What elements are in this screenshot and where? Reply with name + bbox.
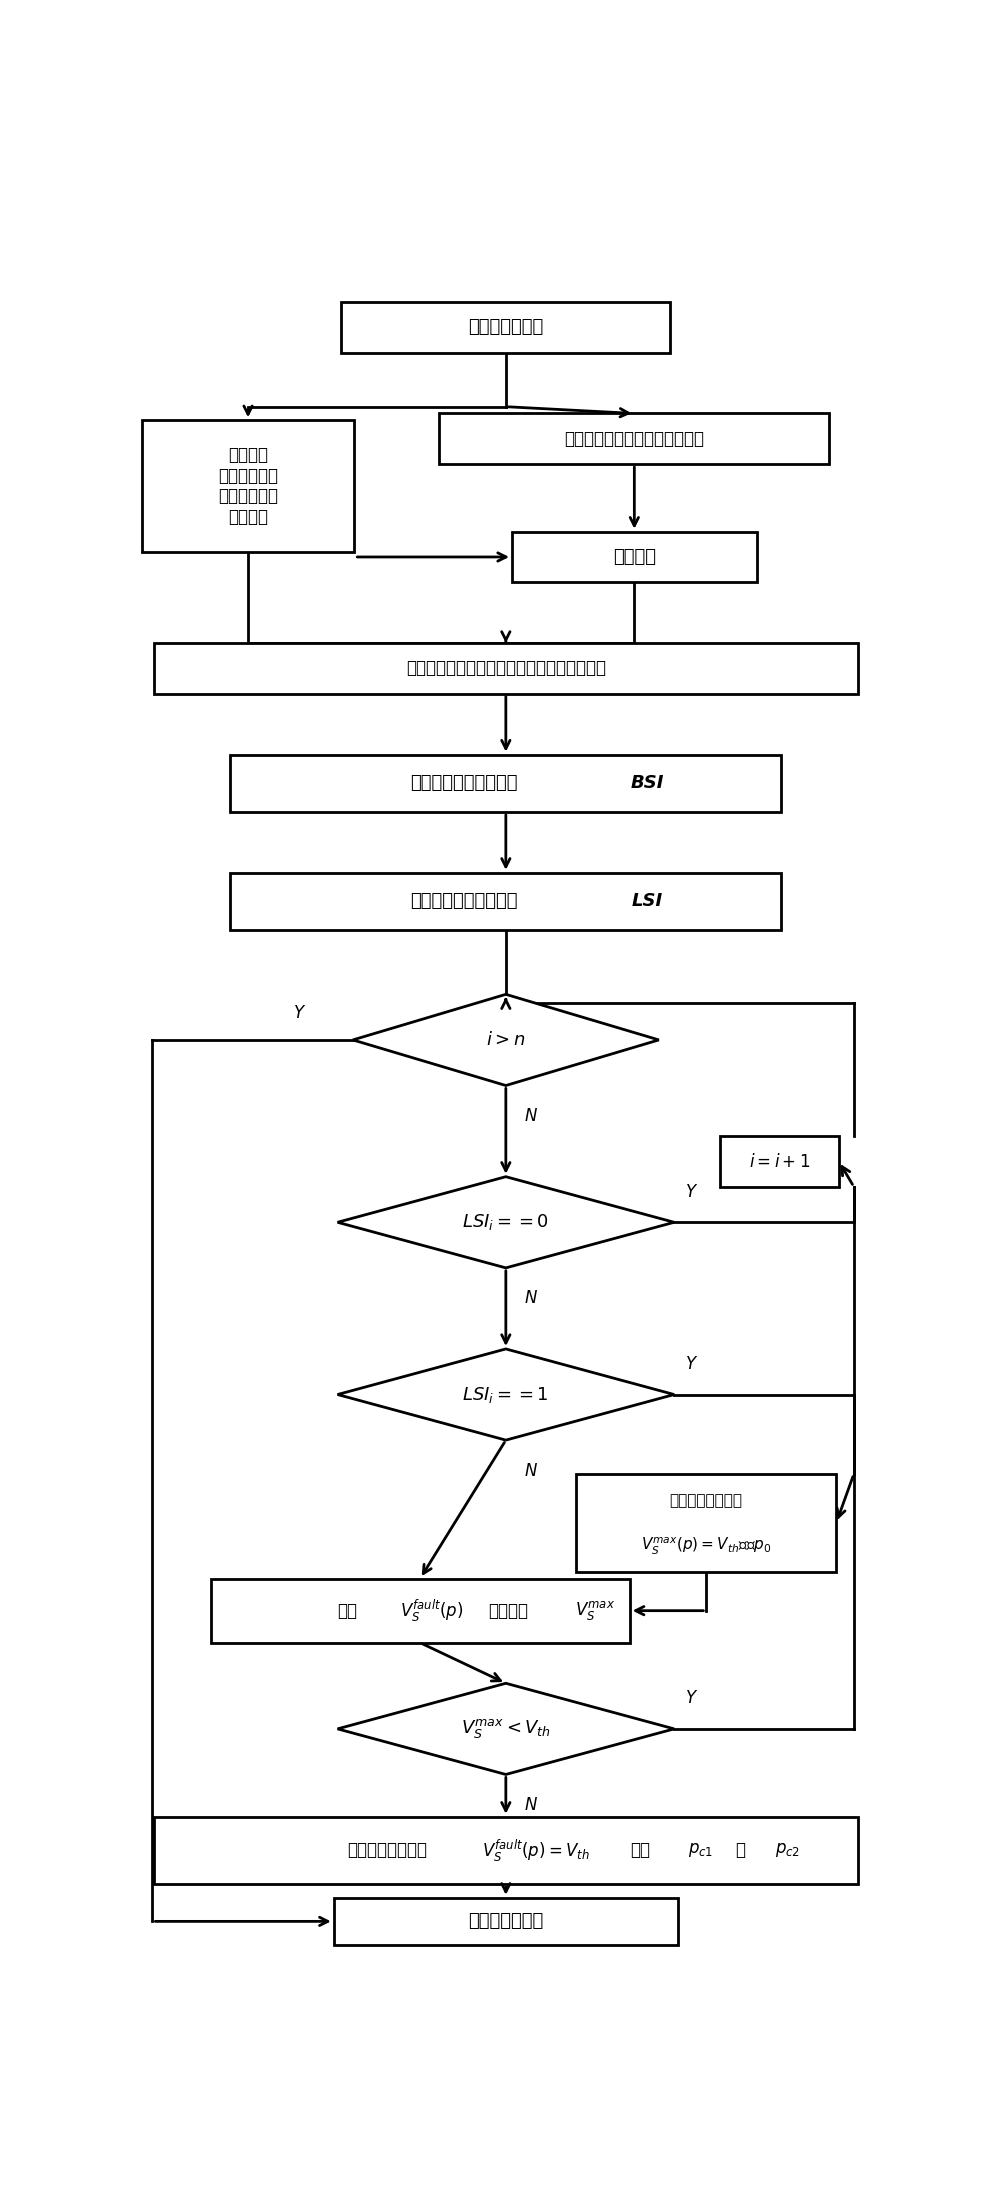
Text: $p_{c2}$: $p_{c2}$ [774,1842,799,1860]
Text: $i=i+1$: $i=i+1$ [748,1154,810,1171]
Text: 获取配电网参数: 获取配电网参数 [467,318,543,336]
Text: 计算母线暂降判定向量: 计算母线暂降判定向量 [409,774,517,792]
Text: N: N [525,1796,536,1814]
Polygon shape [337,1684,673,1774]
Polygon shape [337,1349,673,1441]
FancyBboxPatch shape [154,643,857,693]
Text: 的根: 的根 [629,1842,649,1860]
Text: $V_S^{fault}(p)$: $V_S^{fault}(p)$ [399,1597,463,1623]
Text: 配电网母线电压数据、敏感母线残余电压向量: 配电网母线电压数据、敏感母线残余电压向量 [405,660,605,678]
Text: Y: Y [294,1004,304,1022]
Text: $V_S^{max}$: $V_S^{max}$ [574,1599,614,1623]
Text: Y: Y [685,1182,695,1202]
Text: $V_S^{max}<V_{th}$: $V_S^{max}<V_{th}$ [460,1717,550,1741]
Text: $LSI_i==1$: $LSI_i==1$ [462,1384,548,1404]
Text: 各母线上设置不同类型短路故障: 各母线上设置不同类型短路故障 [564,430,704,447]
Text: LSI: LSI [631,893,663,910]
Text: N: N [525,1107,536,1125]
Text: 求解残余电压方程: 求解残余电压方程 [669,1493,742,1509]
Text: Y: Y [685,1689,695,1708]
FancyBboxPatch shape [231,873,781,930]
Text: $LSI_i==0$: $LSI_i==0$ [461,1213,549,1232]
Text: 的最大值: 的最大值 [488,1601,528,1621]
Text: 求解残余电压方程: 求解残余电压方程 [347,1842,427,1860]
Text: $V_S^{fault}(p)=V_{th}$: $V_S^{fault}(p)=V_{th}$ [482,1838,590,1864]
Text: N: N [525,1289,536,1307]
Text: Y: Y [685,1355,695,1373]
Polygon shape [353,993,659,1086]
Text: $V_S^{max}(p)=V_{th}$的根$p_0$: $V_S^{max}(p)=V_{th}$的根$p_0$ [640,1535,771,1557]
Text: 确定电压暂降域: 确定电压暂降域 [467,1912,543,1930]
Text: $p_{c1}$: $p_{c1}$ [687,1842,713,1860]
FancyBboxPatch shape [341,303,669,353]
FancyBboxPatch shape [439,414,828,465]
Text: 求解: 求解 [337,1601,357,1621]
Text: 计算线路暂降关联向量: 计算线路暂降关联向量 [409,893,517,910]
FancyBboxPatch shape [333,1897,677,1945]
FancyBboxPatch shape [576,1474,835,1572]
FancyBboxPatch shape [231,754,781,811]
Polygon shape [337,1178,673,1268]
Text: 短路计算: 短路计算 [612,548,655,566]
FancyBboxPatch shape [154,1816,857,1884]
FancyBboxPatch shape [512,531,756,583]
FancyBboxPatch shape [210,1579,629,1643]
Text: N: N [525,1461,536,1480]
Text: BSI: BSI [630,774,664,792]
Text: $i>n$: $i>n$ [486,1031,525,1048]
FancyBboxPatch shape [720,1136,838,1186]
Text: 和: 和 [735,1842,744,1860]
Text: 潮流计算
与正序、负序
以及零序阻抗
矩阵计算: 潮流计算 与正序、负序 以及零序阻抗 矩阵计算 [218,445,278,526]
FancyBboxPatch shape [142,421,354,553]
